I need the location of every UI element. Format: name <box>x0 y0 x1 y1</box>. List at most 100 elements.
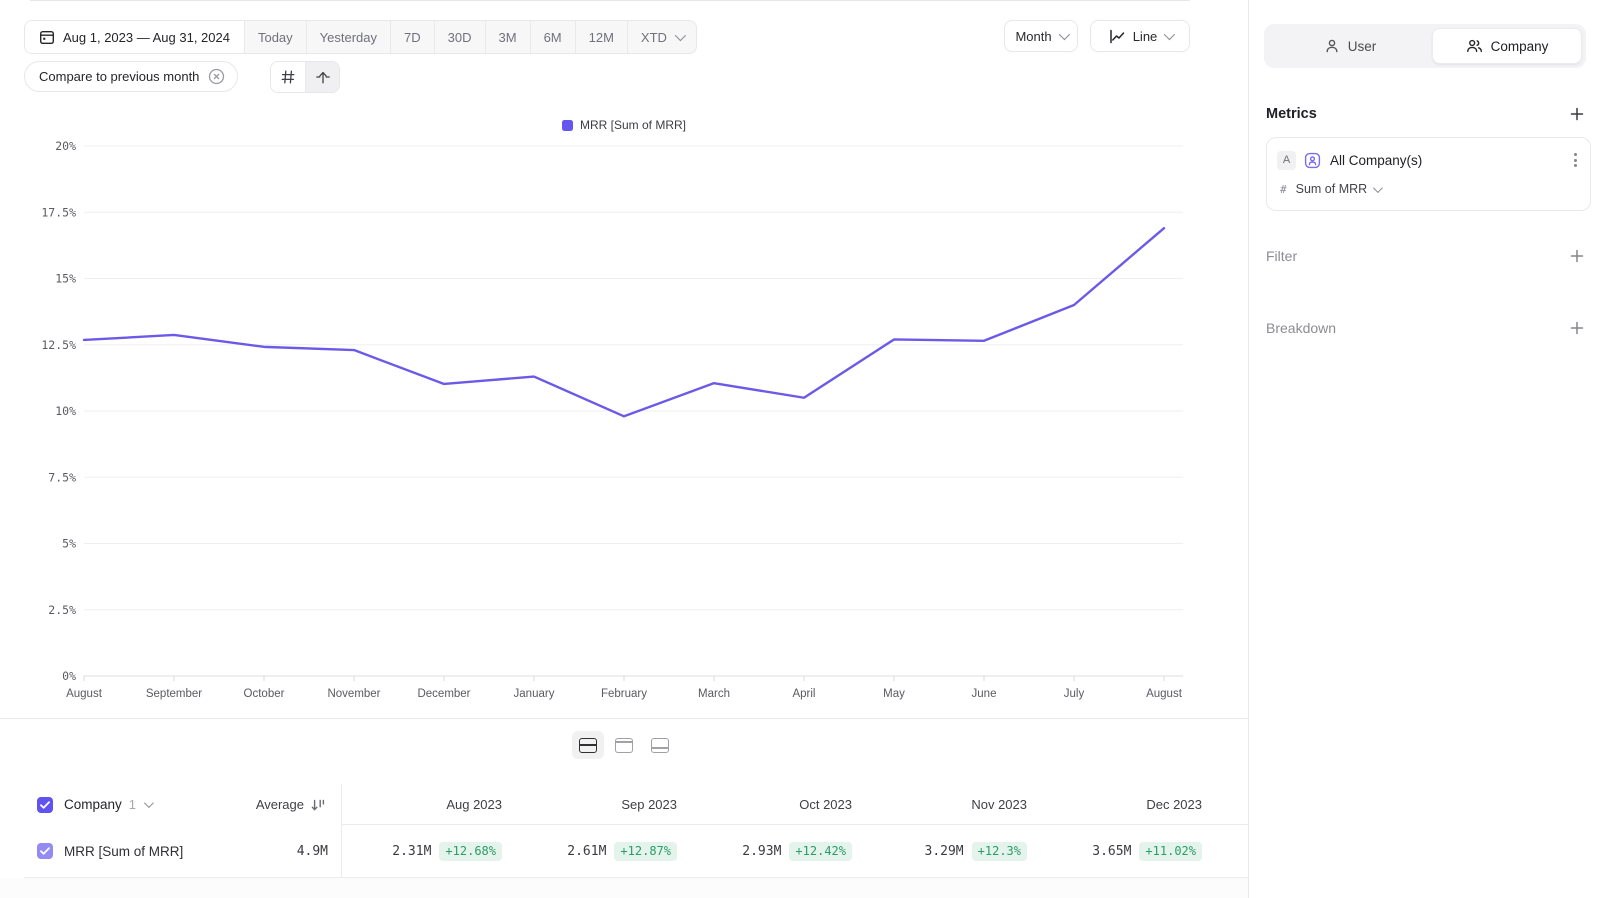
metrics-header: Metrics <box>1266 104 1587 124</box>
value-cell: 3.29M +12.3% <box>866 841 1041 861</box>
split-view-icon <box>579 737 597 753</box>
svg-text:August: August <box>66 688 103 700</box>
tab-company-label: Company <box>1490 38 1549 54</box>
svg-text:10%: 10% <box>55 404 76 418</box>
chevron-down-icon <box>1373 182 1384 193</box>
group-by-label[interactable]: Company <box>64 797 122 812</box>
group-count: 1 <box>128 797 137 812</box>
svg-text:June: June <box>972 688 997 700</box>
tab-user[interactable]: User <box>1268 28 1432 64</box>
plus-icon <box>1570 249 1584 263</box>
filter-title: Filter <box>1266 248 1298 264</box>
delta-badge: +12.68% <box>439 841 502 861</box>
granularity-button[interactable]: Month <box>1004 20 1078 52</box>
average-value: 4.9M <box>296 843 328 859</box>
table-view-icon <box>651 737 669 753</box>
delta-badge: +11.02% <box>1139 841 1202 861</box>
preset-30d-button[interactable]: 30D <box>433 21 485 53</box>
metric-field-label: Sum of MRR <box>1295 182 1368 196</box>
plus-icon <box>1570 321 1584 335</box>
check-icon <box>40 847 50 855</box>
calendar-icon <box>39 29 55 45</box>
metric-field-dropdown[interactable]: Sum of MRR <box>1295 182 1384 196</box>
chart-bottom-divider <box>0 718 1248 719</box>
delta-badge: +12.87% <box>614 841 677 861</box>
close-circle-icon[interactable] <box>208 68 225 85</box>
value-cell: 2.93M +12.42% <box>691 841 866 861</box>
preset-today-button[interactable]: Today <box>243 21 306 53</box>
svg-text:April: April <box>792 688 815 700</box>
preset-yesterday-button[interactable]: Yesterday <box>305 21 390 53</box>
compare-chip-label: Compare to previous month <box>39 69 200 84</box>
table-column-divider <box>341 784 342 877</box>
column-header: Nov 2023 <box>971 797 1027 812</box>
table-header: Company 1 Average Aug 2023 Sep 2023 Oct 20… <box>0 784 1248 825</box>
value-cell: 3.65M +11.02% <box>1041 841 1216 861</box>
svg-text:0%: 0% <box>62 669 76 683</box>
kebab-menu-icon[interactable] <box>1571 150 1580 170</box>
top-divider <box>30 0 1190 1</box>
metric-series-badge: A <box>1277 150 1296 170</box>
svg-text:September: September <box>146 688 202 700</box>
chart-option-toggles <box>270 61 340 93</box>
compare-chip[interactable]: Compare to previous month <box>24 61 239 92</box>
svg-text:July: July <box>1064 688 1085 700</box>
svg-text:5%: 5% <box>62 537 76 551</box>
main-area: Aug 1, 2023 — Aug 31, 2024 Today Yesterda… <box>0 0 1248 898</box>
chart-type-label: Line <box>1132 28 1158 44</box>
svg-text:20%: 20% <box>55 139 76 153</box>
arrow-up-bar-icon <box>315 69 331 85</box>
layout-table-button[interactable] <box>644 731 676 759</box>
date-range-control: Aug 1, 2023 — Aug 31, 2024 Today Yesterda… <box>24 20 697 54</box>
grid-toggle-button[interactable] <box>271 62 305 92</box>
cell-value: 2.61M <box>567 843 607 859</box>
table-row-underline <box>24 877 1248 878</box>
layout-split-button[interactable] <box>572 731 604 759</box>
preset-7d-button[interactable]: 7D <box>390 21 434 53</box>
metric-card[interactable]: A All Company(s) # Sum of MRR <box>1266 137 1591 211</box>
sort-icon[interactable] <box>310 798 326 812</box>
row-checkbox[interactable] <box>37 843 53 859</box>
metrics-title: Metrics <box>1266 106 1317 122</box>
hash-icon: # <box>1280 182 1287 196</box>
tab-company[interactable]: Company <box>1432 28 1582 64</box>
add-filter-button[interactable] <box>1567 246 1587 266</box>
check-icon <box>40 800 50 809</box>
grid-hash-icon <box>280 69 296 85</box>
align-top-toggle-button[interactable] <box>305 62 339 92</box>
column-header: Dec 2023 <box>1146 797 1202 812</box>
metric-row-label: MRR [Sum of MRR] <box>64 843 184 859</box>
legend-swatch <box>561 119 573 131</box>
preset-3m-button[interactable]: 3M <box>484 21 530 53</box>
select-all-checkbox[interactable] <box>37 796 53 813</box>
chart-type-button[interactable]: Line <box>1090 20 1190 52</box>
breakdown-header: Breakdown <box>1266 318 1587 338</box>
breakdown-title: Breakdown <box>1266 320 1337 336</box>
preset-6m-button[interactable]: 6M <box>529 21 575 53</box>
svg-text:November: November <box>327 688 380 700</box>
svg-text:17.5%: 17.5% <box>41 205 76 219</box>
date-range-button[interactable]: Aug 1, 2023 — Aug 31, 2024 <box>25 21 244 53</box>
add-metric-button[interactable] <box>1567 104 1587 124</box>
svg-text:August: August <box>1146 688 1183 700</box>
entity-tabs: User Company <box>1264 24 1586 68</box>
line-chart: 0% 2.5% 5% 7.5% 10% 12.5% 15% 17.5% 20% August Sep… <box>41 139 1183 700</box>
preset-12m-button[interactable]: 12M <box>574 21 627 53</box>
line-chart-icon <box>1108 28 1126 45</box>
preset-xtd-button[interactable]: XTD <box>626 21 696 53</box>
users-icon <box>1466 38 1483 54</box>
chevron-down-icon[interactable] <box>143 798 154 809</box>
layout-chart-button[interactable] <box>608 731 640 759</box>
svg-text:January: January <box>514 688 555 700</box>
add-breakdown-button[interactable] <box>1567 318 1587 338</box>
average-header: Average <box>256 797 341 812</box>
delta-badge: +12.3% <box>971 841 1027 861</box>
table-header-group: Company 1 Average <box>0 796 341 813</box>
cell-value: 3.65M <box>1092 843 1132 859</box>
svg-text:February: February <box>601 688 647 700</box>
row-group: MRR [Sum of MRR] 4.9M <box>0 843 341 859</box>
table-footer-strip <box>0 878 1248 898</box>
plus-icon <box>1570 107 1584 121</box>
svg-text:15%: 15% <box>55 272 76 286</box>
svg-text:12.5%: 12.5% <box>41 338 76 352</box>
